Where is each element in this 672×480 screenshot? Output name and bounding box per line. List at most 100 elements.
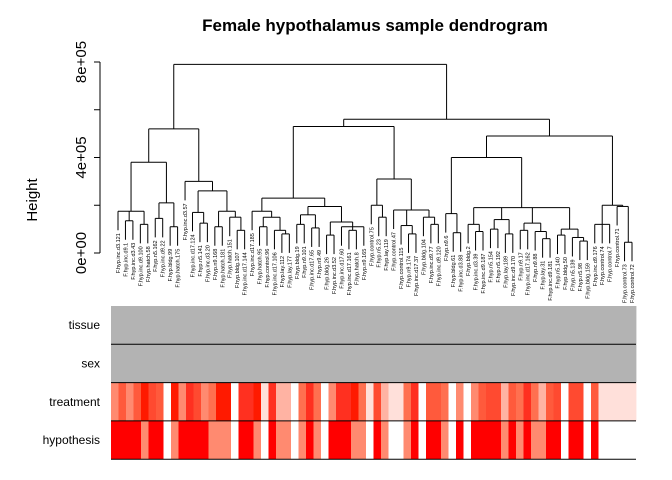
leaf-label: F.hyp.n5.141 [198, 245, 204, 277]
color-cell [591, 382, 599, 421]
color-cell [538, 344, 547, 383]
color-cell [478, 382, 487, 421]
color-cell [306, 306, 314, 345]
row-label: hypothesis [43, 433, 100, 447]
leaf-label: F.hyp.bldg.61 [451, 255, 457, 288]
color-cell [583, 420, 592, 460]
color-cell [111, 420, 119, 460]
leaf-label: F.hyp.lay.112 [280, 256, 286, 288]
color-cell [441, 306, 449, 345]
leaf-label: F.hyp.control.96 [265, 249, 271, 288]
color-cell [193, 344, 202, 383]
color-cell [441, 420, 449, 460]
color-cell [358, 382, 367, 421]
color-cell [223, 344, 232, 383]
color-cell [111, 382, 119, 421]
color-cell [141, 382, 149, 421]
color-cell [561, 420, 569, 460]
leaf-label: F.hyp.hatch.175 [176, 249, 182, 288]
color-cell [253, 382, 262, 421]
leaf-label: F.hyp.bldg.104 [421, 239, 427, 275]
color-cell [276, 344, 284, 383]
color-cell [403, 382, 412, 421]
color-cell [508, 382, 517, 421]
color-cell [193, 420, 202, 460]
color-cell [441, 344, 449, 383]
color-cell [463, 382, 472, 421]
color-cell [133, 420, 142, 460]
color-cell [493, 306, 502, 345]
color-cell [291, 306, 299, 345]
color-cell [163, 344, 172, 383]
color-cell [231, 420, 239, 460]
color-cell [621, 382, 629, 421]
color-cell [568, 420, 577, 460]
color-cell [598, 306, 607, 345]
color-cell [246, 382, 254, 421]
color-cell [201, 344, 209, 383]
leaf-label: F.hyp.n5.23 [377, 239, 383, 267]
leaf-label: F.hyp.inc.d17.106 [272, 252, 278, 295]
color-cell [366, 344, 374, 383]
color-cell [298, 382, 307, 421]
color-cell [426, 306, 434, 345]
color-cell [291, 344, 299, 383]
color-cell [381, 344, 389, 383]
color-cell [613, 344, 622, 383]
color-cell [351, 344, 359, 383]
leaf-label: F.hyp.bldg.26 [325, 257, 331, 290]
color-cell [403, 306, 412, 345]
color-cell [268, 306, 277, 345]
color-cell [358, 306, 367, 345]
leaf-label: F.hyp.n5.154 [488, 251, 494, 283]
leaf-label: F.hyp.control.71 [615, 228, 621, 267]
color-cell [523, 420, 532, 460]
color-cell [373, 420, 382, 460]
leaf-label: F.hyp.bldg.99 [168, 249, 174, 282]
color-cell [553, 382, 562, 421]
color-cell [471, 420, 479, 460]
chart-title: Female hypothalamus sample dendrogram [202, 16, 548, 35]
color-cell [493, 382, 502, 421]
color-cell [201, 420, 209, 460]
color-cell [576, 306, 584, 345]
leaf-label: F.hyp.n5.140 [556, 257, 562, 289]
color-cell [223, 306, 232, 345]
color-cell [471, 306, 479, 345]
leaf-label: F.hyp.lay.119 [384, 239, 390, 271]
color-cell [561, 382, 569, 421]
color-cell [456, 382, 464, 421]
color-cell [208, 344, 217, 383]
color-cell [133, 306, 142, 345]
color-cell [223, 382, 232, 421]
color-cell [298, 306, 307, 345]
color-cell [373, 344, 382, 383]
color-cell [501, 382, 509, 421]
color-cell [448, 306, 457, 345]
color-cell [336, 420, 344, 460]
color-cell [261, 420, 269, 460]
color-cell [598, 344, 607, 383]
leaf-label: F.hyp.n9.174 [407, 256, 413, 288]
color-cell [568, 382, 577, 421]
color-cell [418, 382, 427, 421]
color-cell [478, 344, 487, 383]
color-cell [568, 344, 577, 383]
leaf-label: F.hyp.inc.d17.60 [339, 249, 345, 289]
color-cell [306, 382, 314, 421]
color-cell [141, 306, 149, 345]
leaf-label: F.hyp.control.72 [630, 264, 636, 303]
leaf-label: F.hyp.hatch.58 [146, 246, 152, 282]
color-cell [321, 382, 329, 421]
color-cell [246, 306, 254, 345]
leaf-label: F.hyp.inc.d3.39 [474, 254, 480, 291]
color-cell [418, 420, 427, 460]
leaf-label: F.hyp.inc.d3.20 [205, 245, 211, 282]
color-cell [516, 420, 524, 460]
color-cell [613, 420, 622, 460]
color-cell [381, 420, 389, 460]
color-cell [546, 382, 554, 421]
color-cell [486, 344, 494, 383]
color-cell [366, 306, 374, 345]
